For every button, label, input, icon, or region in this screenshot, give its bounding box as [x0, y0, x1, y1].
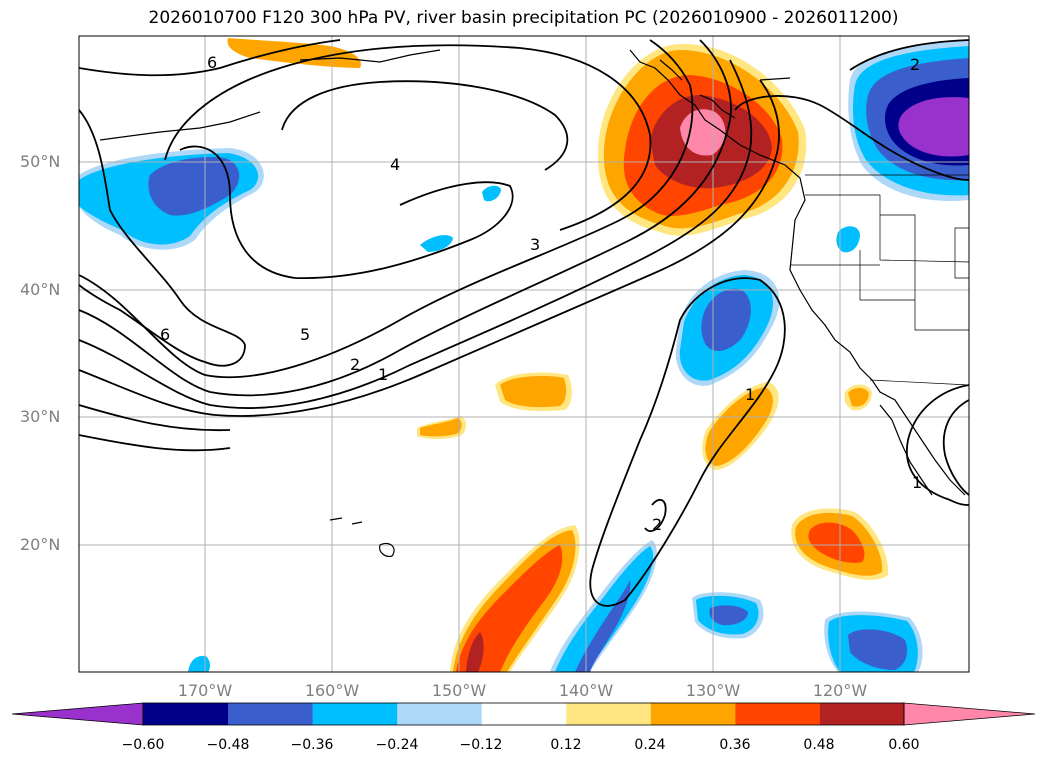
colorbar-extend-max — [903, 702, 1036, 726]
contour-label: 2 — [910, 55, 920, 74]
lat-label: 20°N — [20, 535, 61, 554]
contour-label: 3 — [530, 235, 540, 254]
colorbar-extend-min — [11, 702, 144, 726]
colorbar-segment — [481, 703, 567, 725]
colorbar-segment — [819, 703, 905, 725]
colorbar-segment — [312, 703, 398, 725]
map-title: 2026010700 F120 300 hPa PV, river basin … — [148, 8, 899, 28]
negative-anomaly-ne-corner — [848, 40, 969, 201]
positive-anomaly-patch — [500, 376, 567, 408]
contour-label: 1 — [912, 473, 922, 492]
contour-label: 6 — [207, 53, 217, 72]
lon-label: 160°W — [304, 681, 360, 700]
positive-anomaly-tropical-tongue — [450, 525, 580, 672]
contour-label: 2 — [350, 355, 360, 374]
colorbar-tick: −0.12 — [459, 737, 503, 753]
colorbar-tick: 0.48 — [803, 737, 835, 753]
contour-label: 5 — [300, 325, 310, 344]
lon-label: 170°W — [177, 681, 233, 700]
positive-anomaly-bc-coast — [597, 43, 807, 236]
plot-frame — [78, 35, 970, 673]
contour-label: 4 — [390, 155, 400, 174]
negative-anomaly-patch — [709, 605, 748, 626]
negative-anomaly-patch — [848, 629, 908, 670]
colorbar-tick: 0.36 — [719, 737, 751, 753]
positive-anomaly-patch — [227, 38, 361, 68]
colorbar-tick: 0.60 — [888, 737, 920, 753]
lon-label: 130°W — [685, 681, 741, 700]
contour-label: 1 — [745, 385, 755, 404]
positive-anomaly-patch — [848, 387, 869, 407]
colorbar-segment — [650, 703, 736, 725]
colorbar-segment — [227, 703, 313, 725]
coastlines — [99, 49, 966, 557]
lat-label: 30°N — [20, 407, 61, 426]
colorbar-tick: −0.60 — [121, 737, 165, 753]
contour-label: 1 — [378, 365, 388, 384]
colorbar-segment — [396, 703, 482, 725]
colorbar-tick: 0.24 — [634, 737, 666, 753]
positive-anomaly-patch — [705, 387, 773, 466]
lon-label: 120°W — [812, 681, 868, 700]
pv-contours — [79, 39, 969, 607]
lat-label: 50°N — [20, 152, 61, 171]
lat-label: 40°N — [20, 280, 61, 299]
negative-anomaly-patch — [188, 655, 210, 672]
negative-anomaly-dateline — [79, 148, 264, 250]
contour-label: 2 — [652, 515, 662, 534]
colorbar-tick: 0.12 — [550, 737, 582, 753]
colorbar-tick: −0.24 — [375, 737, 419, 753]
colorbar-segment — [565, 703, 651, 725]
lon-label: 150°W — [431, 681, 487, 700]
positive-anomaly-patch — [420, 418, 462, 437]
colorbar-segment — [734, 703, 820, 725]
negative-anomaly-subtropical — [675, 270, 780, 386]
political-borders — [790, 174, 969, 386]
colorbar-tick: −0.48 — [206, 737, 250, 753]
small-negative-cell — [482, 185, 501, 202]
contour-label: 6 — [160, 325, 170, 344]
lon-label: 140°W — [558, 681, 614, 700]
colorbar-tick: −0.36 — [290, 737, 334, 753]
small-negative-cell — [420, 235, 453, 252]
colorbar — [11, 702, 1036, 726]
small-negative-cell — [836, 226, 860, 253]
contour-labels: 6 4 3 5 2 1 6 2 1 2 1 — [160, 53, 922, 534]
colorbar-segment — [143, 703, 229, 725]
